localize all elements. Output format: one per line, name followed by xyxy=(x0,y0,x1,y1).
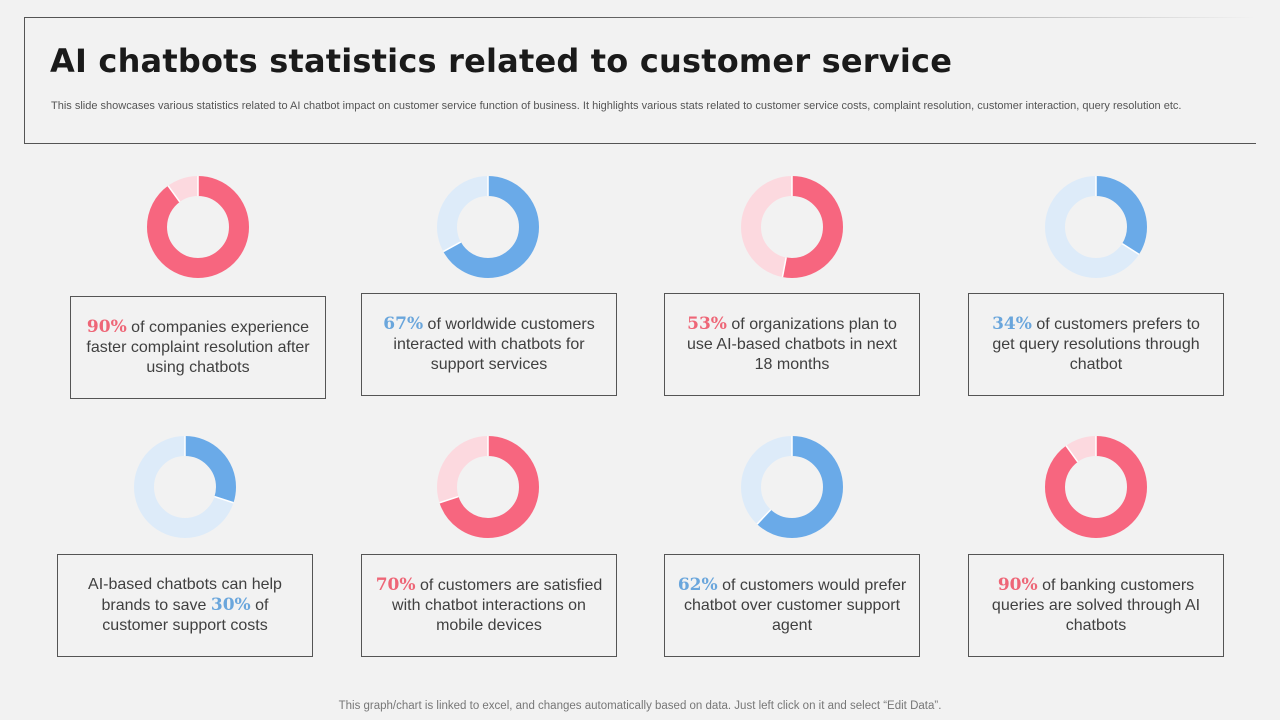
donut-value-slice xyxy=(1045,436,1147,538)
stat-card-text: 34% of customers prefers to get query re… xyxy=(981,314,1211,375)
stat-card-text: 90% of companies experience faster compl… xyxy=(83,317,313,378)
donut-chart-2 xyxy=(437,176,539,278)
stat-card-7: 62% of customers would prefer chatbot ov… xyxy=(664,554,920,657)
donut-chart-1 xyxy=(147,176,249,278)
slice-separator xyxy=(167,185,181,203)
donut-value-slice xyxy=(147,176,249,278)
stat-text: of customer support costs xyxy=(102,597,269,634)
stat-text: of customers prefers to get query resolu… xyxy=(992,316,1200,373)
header-frame xyxy=(24,17,1256,144)
stat-percentage: 30% xyxy=(210,595,251,615)
stat-card-text: 53% of organizations plan to use AI-base… xyxy=(677,314,907,375)
stat-percentage: 34% xyxy=(992,314,1032,334)
stat-text: of companies experience faster complaint… xyxy=(86,319,310,376)
stat-percentage: 67% xyxy=(383,314,424,334)
stat-card-4: 34% of customers prefers to get query re… xyxy=(968,293,1224,396)
stat-card-text: 67% of worldwide customers interacted wi… xyxy=(374,314,604,375)
stat-card-6: 70% of customers are satisfied with chat… xyxy=(361,554,617,657)
stat-card-8: 90% of banking customers queries are sol… xyxy=(968,554,1224,657)
stat-card-1: 90% of companies experience faster compl… xyxy=(70,296,326,399)
slice-separator xyxy=(442,241,462,253)
stat-card-5: AI-based chatbots can help brands to sav… xyxy=(57,554,313,657)
page-subtitle: This slide showcases various statistics … xyxy=(51,100,1182,112)
slice-separator xyxy=(1065,445,1079,463)
donut-chart-8 xyxy=(1045,436,1147,538)
slice-separator xyxy=(756,509,772,525)
stat-text-prefix: AI-based chatbots can help brands to sav… xyxy=(88,576,282,614)
stat-card-text: 90% of banking customers queries are sol… xyxy=(981,575,1211,636)
stat-text: of customers would prefer chatbot over c… xyxy=(683,577,907,634)
donut-chart-4 xyxy=(1045,176,1147,278)
donut-chart-7 xyxy=(741,436,843,538)
stat-card-text: AI-based chatbots can help brands to sav… xyxy=(70,575,300,636)
slice-separator xyxy=(439,495,459,504)
stat-card-3: 53% of organizations plan to use AI-base… xyxy=(664,293,920,396)
stat-percentage: 90% xyxy=(86,317,127,337)
slice-separator xyxy=(214,495,234,504)
donut-chart-3 xyxy=(741,176,843,278)
page-title: AI chatbots statistics related to custom… xyxy=(50,42,953,80)
stat-text: of worldwide customers interacted with c… xyxy=(393,316,595,373)
footer-note: This graph/chart is linked to excel, and… xyxy=(338,700,942,712)
donut-chart-5 xyxy=(134,436,236,538)
stat-card-2: 67% of worldwide customers interacted wi… xyxy=(361,293,617,396)
stat-percentage: 62% xyxy=(677,575,718,595)
stat-card-text: 62% of customers would prefer chatbot ov… xyxy=(677,575,907,636)
stat-percentage: 70% xyxy=(375,575,416,595)
stat-text: of customers are satisfied with chatbot … xyxy=(392,577,603,634)
stat-text: of organizations plan to use AI-based ch… xyxy=(687,316,897,373)
stat-percentage: 90% xyxy=(997,575,1038,595)
donut-chart-6 xyxy=(437,436,539,538)
slice-separator xyxy=(1121,242,1140,255)
stat-text: of banking customers queries are solved … xyxy=(991,577,1201,634)
stat-percentage: 53% xyxy=(687,314,727,334)
stat-card-text: 70% of customers are satisfied with chat… xyxy=(374,575,604,636)
slice-separator xyxy=(781,257,787,278)
